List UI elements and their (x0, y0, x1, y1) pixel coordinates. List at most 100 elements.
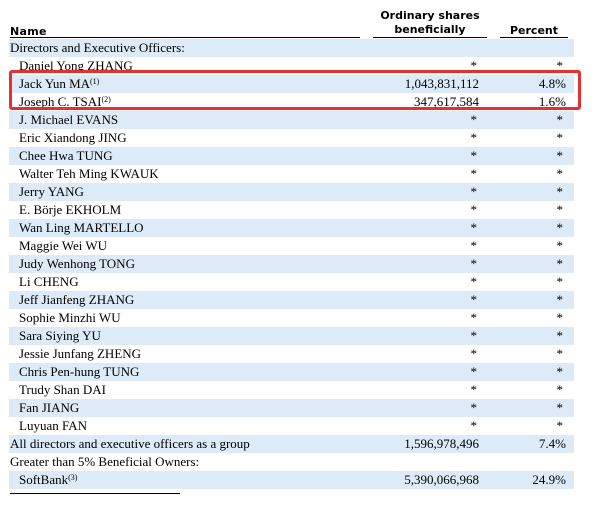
row-name: Eric Xiandong JING (19, 130, 127, 145)
row-band (9, 417, 574, 435)
row-shares: * (470, 184, 478, 199)
row-band (9, 255, 574, 273)
row-name: Sara Siying YU (19, 328, 101, 343)
row-name: Judy Wenhong TONG (19, 256, 135, 271)
row-percent: * (556, 292, 564, 307)
row-band (9, 39, 574, 57)
table-row: Judy Wenhong TONG * * (0, 255, 600, 273)
table-row: Sara Siying YU * * (0, 327, 600, 345)
row-band (9, 183, 574, 201)
table-row: Jerry YANG * * (0, 183, 600, 201)
row-name: Jeff Jianfeng ZHANG (19, 292, 135, 307)
header-percent: Percent (509, 24, 559, 37)
table-row: Walter Teh Ming KWAUK * * (0, 165, 600, 183)
footnote-ref: (1) (90, 77, 100, 86)
row-name: Joseph C. TSAI(2) (19, 94, 111, 109)
row-name: Li CHENG (19, 274, 79, 289)
table-row: Maggie Wei WU * * (0, 237, 600, 255)
header-rule-shares (373, 37, 487, 38)
row-name: Trudy Shan DAI (19, 382, 106, 397)
row-name: E. Börje EKHOLM (19, 202, 122, 217)
row-percent: * (556, 148, 564, 163)
row-percent: * (556, 220, 564, 235)
row-band (9, 363, 574, 381)
row-name: Chris Pen-hung TUNG (19, 364, 140, 379)
row-percent: 4.8% (538, 76, 566, 91)
footnote-ref: (3) (68, 473, 78, 482)
row-name: Greater than 5% Beneficial Owners: (10, 454, 200, 469)
row-percent: * (556, 256, 564, 271)
row-band (9, 147, 574, 165)
row-shares: * (470, 274, 478, 289)
row-percent: * (556, 112, 564, 127)
header-shares-line1: Ordinary shares (380, 9, 480, 22)
table-row: J. Michael EVANS * * (0, 111, 600, 129)
row-name: Sophie Minzhi WU (19, 310, 121, 325)
row-shares: * (470, 382, 478, 397)
row-name: Chee Hwa TUNG (19, 148, 113, 163)
row-percent: * (556, 328, 564, 343)
footnote-rule (10, 493, 180, 494)
row-name: All directors and executive officers as … (10, 436, 250, 451)
row-band (9, 327, 574, 345)
table-row: Luyuan FAN * * (0, 417, 600, 435)
table-row: E. Börje EKHOLM * * (0, 201, 600, 219)
row-shares: 5,390,066,968 (404, 472, 479, 487)
row-percent: * (556, 166, 564, 181)
row-shares: * (470, 130, 478, 145)
table-row: Eric Xiandong JING * * (0, 129, 600, 147)
row-shares: 347,617,584 (414, 94, 479, 109)
row-band (9, 75, 574, 93)
table-row: SoftBank(3) 5,390,066,968 24.9% (0, 471, 600, 489)
row-percent: 7.4% (538, 436, 566, 451)
header-name: Name (10, 25, 47, 38)
table-row: Li CHENG * * (0, 273, 600, 291)
row-shares: * (470, 238, 478, 253)
row-shares: * (470, 112, 478, 127)
row-percent: * (556, 418, 564, 433)
row-percent: 24.9% (532, 472, 566, 487)
row-band (9, 435, 574, 453)
row-name: J. Michael EVANS (19, 112, 119, 127)
row-shares: * (470, 400, 478, 415)
row-percent: * (556, 274, 564, 289)
row-name: Daniel Yong ZHANG (19, 58, 133, 73)
row-shares: * (470, 166, 478, 181)
row-percent: * (556, 58, 564, 73)
row-name: Jessie Junfang ZHENG (19, 346, 142, 361)
row-percent: * (556, 310, 564, 325)
row-band (9, 219, 574, 237)
row-band (9, 111, 574, 129)
header-rule-percent (500, 37, 568, 38)
row-name: Jerry YANG (19, 184, 84, 199)
row-percent: * (556, 400, 564, 415)
table-header: Name Ordinary shares beneficially owned … (0, 0, 600, 50)
row-percent: * (556, 346, 564, 361)
table-row: Fan JIANG * * (0, 399, 600, 417)
row-band (9, 471, 574, 489)
row-shares: * (470, 364, 478, 379)
table-row: Greater than 5% Beneficial Owners: (0, 453, 600, 471)
row-name: SoftBank(3) (19, 472, 78, 487)
table-row: All directors and executive officers as … (0, 435, 600, 453)
row-percent: * (556, 364, 564, 379)
row-shares: * (470, 256, 478, 271)
row-shares: * (470, 202, 478, 217)
table-row: Sophie Minzhi WU * * (0, 309, 600, 327)
row-percent: 1.6% (538, 94, 566, 109)
row-band (9, 273, 574, 291)
table-row: Chee Hwa TUNG * * (0, 147, 600, 165)
table-row: Trudy Shan DAI * * (0, 381, 600, 399)
row-shares: * (470, 418, 478, 433)
row-name: Walter Teh Ming KWAUK (19, 166, 159, 181)
row-name: Jack Yun MA(1) (19, 76, 100, 91)
row-percent: * (556, 202, 564, 217)
row-shares: * (470, 148, 478, 163)
row-percent: * (556, 130, 564, 145)
table-row: Jack Yun MA(1) 1,043,831,112 4.8% (0, 75, 600, 93)
table-row: Joseph C. TSAI(2) 347,617,584 1.6% (0, 93, 600, 111)
row-shares: 1,043,831,112 (404, 76, 479, 91)
row-shares: * (470, 328, 478, 343)
row-percent: * (556, 382, 564, 397)
